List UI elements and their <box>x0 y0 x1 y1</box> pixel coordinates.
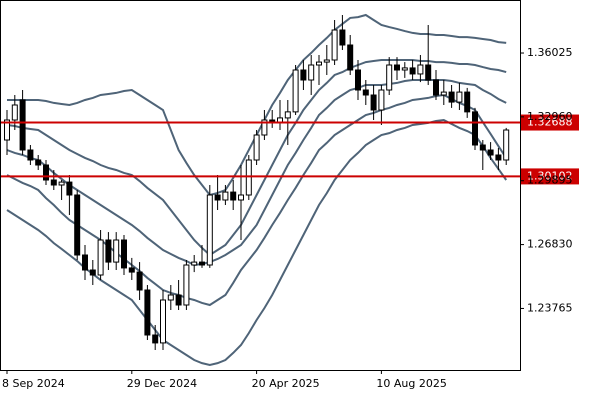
candle-body <box>355 69 361 91</box>
plot-frame <box>0 0 521 371</box>
candle-body <box>82 254 88 271</box>
level-label: 1.32688 <box>527 116 573 129</box>
candle-body <box>50 179 57 186</box>
candle-body <box>19 99 26 151</box>
candle-body <box>121 239 127 269</box>
candle-body <box>261 119 268 136</box>
candle-body <box>448 91 455 103</box>
candle-body <box>440 91 447 96</box>
candles <box>4 15 510 350</box>
x-tick-label: 10 Aug 2025 <box>376 377 446 390</box>
candle-body <box>128 267 135 273</box>
candle-body <box>230 191 237 201</box>
candle-body <box>378 89 385 111</box>
candle-body <box>113 239 120 263</box>
candle-body <box>433 79 439 96</box>
candle-body <box>409 67 416 75</box>
candle-body <box>97 239 104 276</box>
band-line <box>6 93 508 307</box>
candle-body <box>362 89 369 96</box>
candle-body <box>144 289 151 336</box>
candle-body <box>370 94 377 111</box>
level-label-box <box>521 168 579 185</box>
candle-body <box>199 261 205 266</box>
candle-body <box>300 69 307 81</box>
candle-body <box>347 44 354 71</box>
candle-body <box>417 64 424 75</box>
axes: 1.36025 1.32960 1.29895 1.26830 1.23765 8 Sep… <box>2 46 573 390</box>
candle-body <box>35 159 42 166</box>
x-tick-label: 29 Dec 2024 <box>127 377 197 390</box>
candle-body <box>152 334 159 344</box>
candle-body <box>323 59 330 63</box>
candle-body <box>425 64 432 81</box>
candle-body <box>89 269 96 276</box>
level-label: 1.30102 <box>527 169 573 182</box>
candle-body <box>27 149 34 161</box>
candle-body <box>292 69 299 113</box>
candle-body <box>308 64 315 81</box>
level-label-box <box>521 114 579 131</box>
candle-body <box>479 144 486 151</box>
candle-body <box>66 181 73 196</box>
candle-body <box>487 149 494 156</box>
candle-body <box>394 64 400 71</box>
candle-body <box>401 67 408 71</box>
x-tick-label: 20 Apr 2025 <box>252 377 320 390</box>
candle-body <box>183 264 190 306</box>
candle-body <box>160 299 166 344</box>
y-tick-label: 1.32960 <box>527 110 573 123</box>
candle-body <box>339 29 346 46</box>
candle-body <box>386 64 393 91</box>
candle-body <box>206 194 213 266</box>
candle-body <box>214 194 221 201</box>
candle-body <box>4 119 10 141</box>
candle-body <box>316 61 322 66</box>
candle-body <box>11 104 18 121</box>
horizontal-lines: 1.32688 1.30102 <box>0 114 579 185</box>
candle-body <box>472 111 478 146</box>
y-tick-label: 1.23765 <box>527 301 573 314</box>
candle-body <box>191 261 198 266</box>
candle-body <box>74 194 81 256</box>
candle-body <box>456 91 463 103</box>
candle-body <box>167 294 174 301</box>
candle-body <box>253 134 260 161</box>
candle-body <box>222 191 229 201</box>
band-line <box>6 79 507 267</box>
y-tick-label: 1.36025 <box>527 46 573 59</box>
candle-body <box>495 154 502 161</box>
candle-body <box>284 111 291 119</box>
band-line <box>6 59 507 257</box>
candle-body <box>331 29 338 61</box>
candle-body <box>105 239 112 263</box>
candle-body <box>238 194 244 201</box>
x-tick-label: 8 Sep 2024 <box>2 377 65 390</box>
candle-body <box>43 164 49 181</box>
candle-body <box>245 159 252 196</box>
candle-body <box>136 271 143 291</box>
y-tick-label: 1.26830 <box>527 238 573 251</box>
y-tick-label: 1.29895 <box>527 174 573 187</box>
candle-body <box>464 91 471 113</box>
candle-body <box>277 117 283 123</box>
candle-body <box>503 129 510 161</box>
candle-body <box>58 181 65 186</box>
candle-body <box>175 294 182 306</box>
